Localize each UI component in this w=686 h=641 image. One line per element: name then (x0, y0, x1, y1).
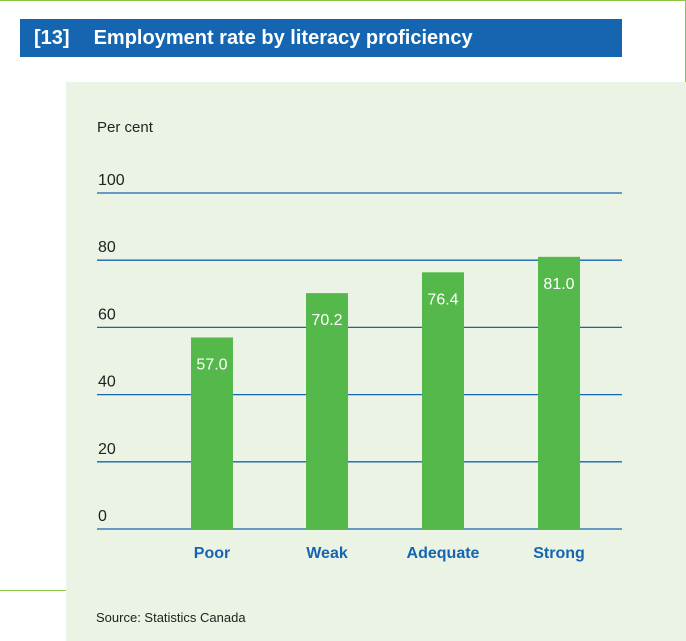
gridlines (97, 192, 622, 530)
category-label-adequate: Adequate (407, 545, 480, 562)
value-label-poor: 57.0 (196, 356, 227, 373)
figure-number: [13] (34, 27, 70, 49)
figure-title: Employment rate by literacy proficiency (93, 27, 473, 49)
y-tick-label-80: 80 (98, 239, 116, 256)
bars (191, 256, 580, 529)
y-axis-title: Per cent (97, 119, 154, 136)
bar-weak (306, 293, 348, 529)
y-tick-label-100: 100 (98, 172, 125, 189)
chart-panel (66, 82, 686, 641)
category-label-poor: Poor (194, 545, 230, 562)
value-label-adequate: 76.4 (427, 291, 458, 308)
category-label-strong: Strong (533, 545, 585, 562)
bar-strong (538, 256, 580, 529)
value-label-weak: 70.2 (311, 312, 342, 329)
y-tick-label-60: 60 (98, 306, 116, 323)
bar-poor (191, 337, 233, 529)
y-tick-label-40: 40 (98, 374, 116, 391)
labels: 0 20 40 60 80 100 57.0 Poor 70.2 Weak 76.4 Adequate… (98, 172, 585, 562)
y-tick-label-0: 0 (98, 508, 107, 525)
source-note: Source: Statistics Canada (96, 610, 246, 625)
bar-adequate (422, 272, 464, 529)
y-tick-label-20: 20 (98, 441, 116, 458)
category-label-weak: Weak (306, 545, 348, 562)
figure-title-bar: [13] Employment rate by literacy proficie… (20, 19, 622, 57)
value-label-strong: 81.0 (543, 276, 574, 293)
